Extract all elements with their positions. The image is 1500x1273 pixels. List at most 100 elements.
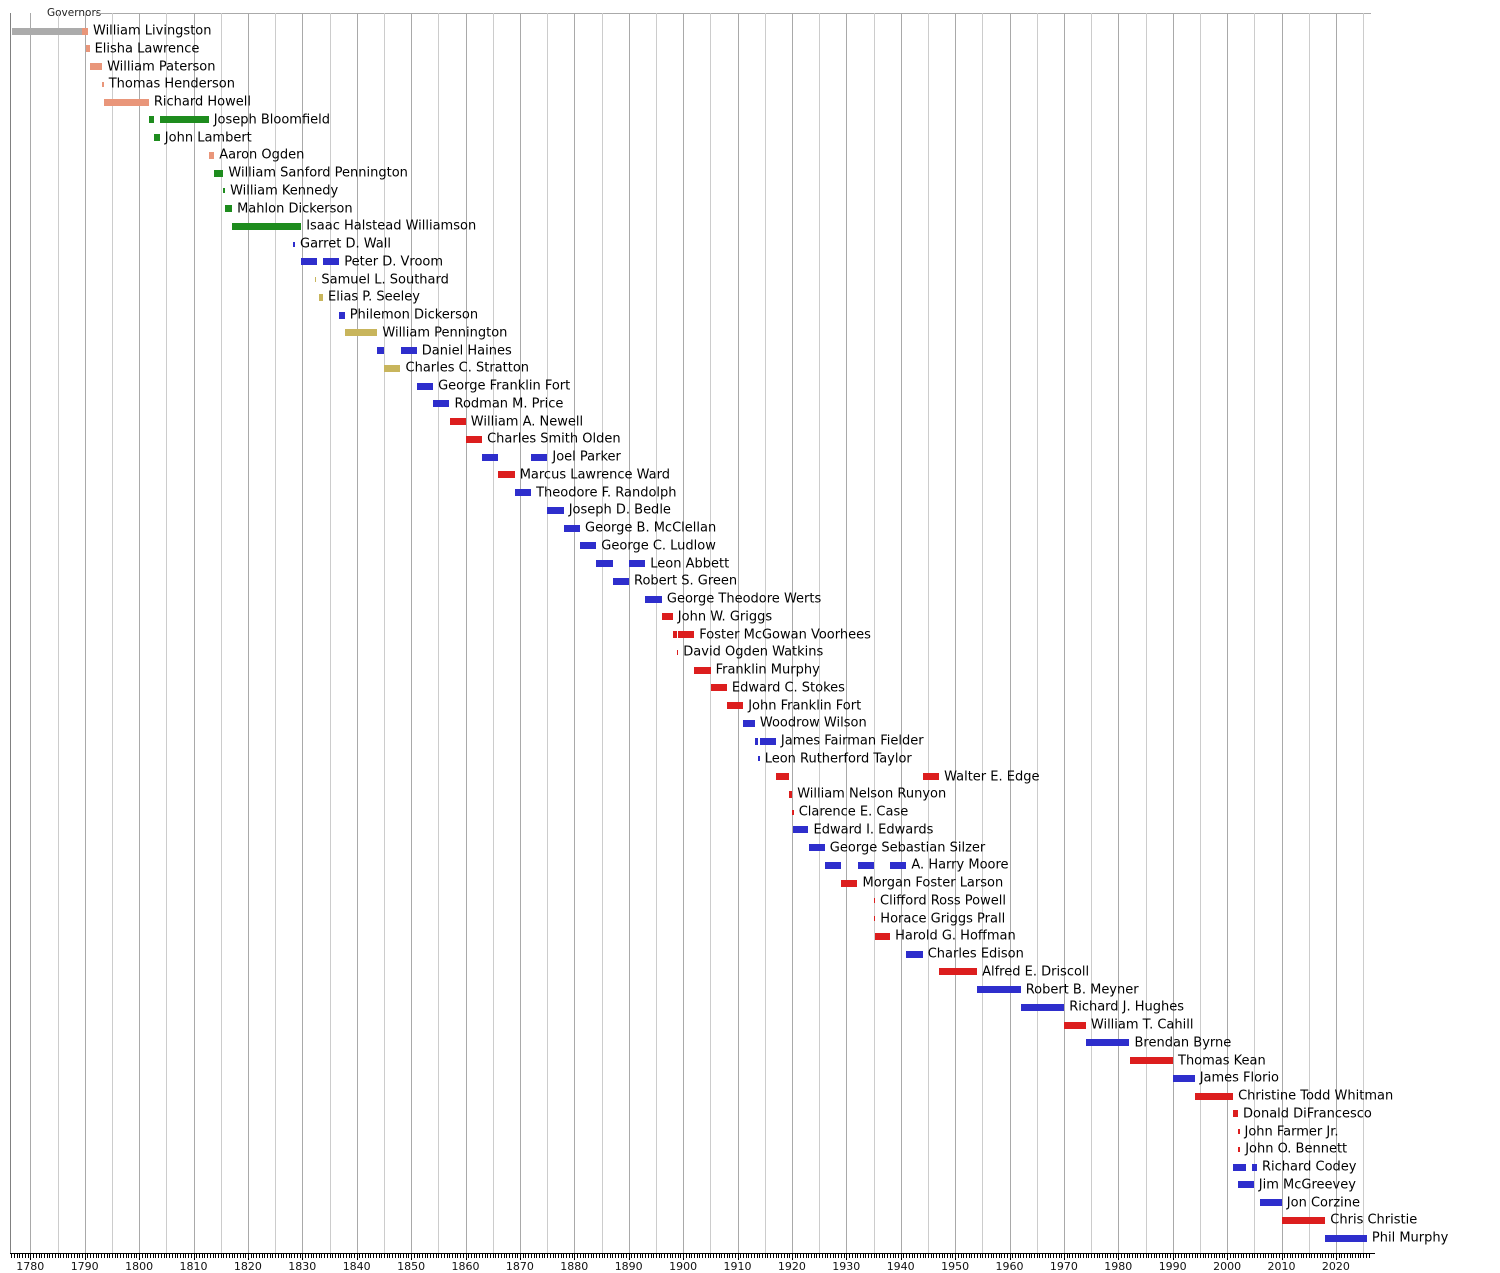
axis-tick	[19, 1254, 21, 1258]
axis-tick	[691, 1254, 693, 1258]
term-bar	[223, 188, 225, 194]
gridline	[1308, 13, 1310, 1253]
axis-tick	[1357, 1254, 1359, 1258]
axis-tick	[367, 1254, 369, 1258]
axis-tick	[1069, 1254, 1071, 1258]
axis-tick	[405, 1254, 407, 1258]
axis-label: 1940	[886, 1260, 915, 1273]
axis-tick	[791, 1254, 793, 1260]
governor-label: George B. McClellan	[585, 520, 717, 536]
axis-tick	[906, 1254, 908, 1258]
axis-tick	[223, 1254, 225, 1258]
axis-tick	[373, 1254, 374, 1258]
axis-tick	[1126, 1254, 1128, 1258]
axis-tick	[1145, 1254, 1147, 1258]
axis-tick	[30, 1254, 32, 1260]
axis-tick	[150, 1254, 151, 1258]
governor-label: Richard J. Hughes	[1069, 999, 1185, 1015]
axis-tick	[737, 1254, 739, 1260]
axis-tick	[177, 1254, 179, 1258]
axis-label: 1910	[723, 1260, 752, 1273]
governor-label: Walter E. Edge	[944, 769, 1040, 784]
axis-tick	[623, 1254, 625, 1258]
governor-label: Thomas Kean	[1178, 1053, 1266, 1068]
governor-label: Mahlon Dickerson	[237, 201, 353, 216]
axis-tick	[636, 1254, 638, 1258]
axis-tick	[400, 1254, 402, 1258]
axis-tick	[658, 1254, 660, 1258]
axis-tick	[851, 1254, 853, 1258]
axis-tick	[734, 1254, 736, 1258]
axis-tick	[1055, 1254, 1057, 1258]
axis-tick	[1292, 1254, 1294, 1258]
gridline	[1254, 13, 1256, 1253]
axis-label: 1870	[505, 1260, 534, 1273]
axis-tick	[1077, 1254, 1079, 1258]
axis-tick	[158, 1254, 160, 1258]
axis-tick	[457, 1254, 459, 1258]
axis-tick	[1202, 1254, 1204, 1258]
axis-tick	[993, 1254, 995, 1258]
gridline	[220, 13, 222, 1253]
gridline	[519, 13, 521, 1253]
axis-tick	[334, 1254, 336, 1258]
gridline	[1036, 13, 1038, 1253]
axis-tick	[990, 1254, 992, 1258]
axis-tick	[402, 1254, 404, 1258]
gridline	[166, 13, 168, 1253]
governor-label: Edward C. Stokes	[731, 680, 845, 696]
axis-tick	[930, 1254, 932, 1258]
term-bar	[759, 737, 776, 745]
gridline	[1227, 13, 1229, 1253]
axis-tick	[517, 1254, 519, 1258]
axis-tick	[1235, 1254, 1237, 1258]
axis-label: 1980	[1104, 1260, 1133, 1273]
axis-tick	[1112, 1254, 1114, 1258]
axis-tick	[299, 1254, 301, 1258]
axis-tick	[1099, 1254, 1101, 1258]
governor-label: David Ogden Watkins	[683, 644, 824, 660]
term-bar	[449, 418, 466, 425]
axis-tick	[966, 1254, 967, 1258]
axis-tick	[345, 1254, 347, 1258]
governor-label: Samuel L. Southard	[321, 272, 449, 287]
axis-tick	[1142, 1254, 1144, 1258]
axis-tick	[971, 1254, 973, 1258]
axis-tick	[169, 1254, 170, 1258]
axis-tick	[103, 1254, 105, 1258]
axis-tick	[49, 1254, 51, 1258]
axis-tick	[139, 1254, 141, 1260]
axis-tick	[332, 1254, 334, 1258]
axis-tick	[109, 1254, 111, 1258]
term-bar	[1325, 1234, 1367, 1242]
axis-tick	[422, 1254, 423, 1258]
axis-tick	[14, 1254, 15, 1258]
term-bar	[676, 649, 679, 655]
axis-tick	[130, 1254, 132, 1258]
term-bar	[596, 560, 613, 567]
axis-tick	[245, 1254, 247, 1258]
term-bar	[873, 916, 876, 921]
axis-tick	[318, 1254, 320, 1258]
term-bar	[400, 347, 417, 354]
axis-tick	[509, 1254, 510, 1258]
axis-tick	[778, 1254, 780, 1258]
governor-label: Clifford Ross Powell	[880, 893, 1006, 909]
axis-tick	[1050, 1254, 1052, 1258]
axis-tick	[383, 1254, 385, 1258]
axis-tick	[555, 1254, 557, 1258]
axis-tick	[1096, 1254, 1098, 1258]
term-bar	[857, 861, 874, 869]
axis-tick	[781, 1254, 782, 1258]
axis-tick	[1159, 1254, 1161, 1258]
axis-tick	[742, 1254, 744, 1258]
axis-tick	[492, 1254, 494, 1258]
axis-label: 1990	[1158, 1260, 1187, 1273]
axis-tick	[634, 1254, 636, 1258]
axis-tick	[813, 1254, 815, 1258]
gridline	[411, 13, 413, 1253]
axis-tick	[519, 1254, 521, 1260]
governor-label: John W. Griggs	[677, 609, 773, 625]
axis-tick	[911, 1254, 913, 1258]
term-bar	[103, 98, 149, 106]
